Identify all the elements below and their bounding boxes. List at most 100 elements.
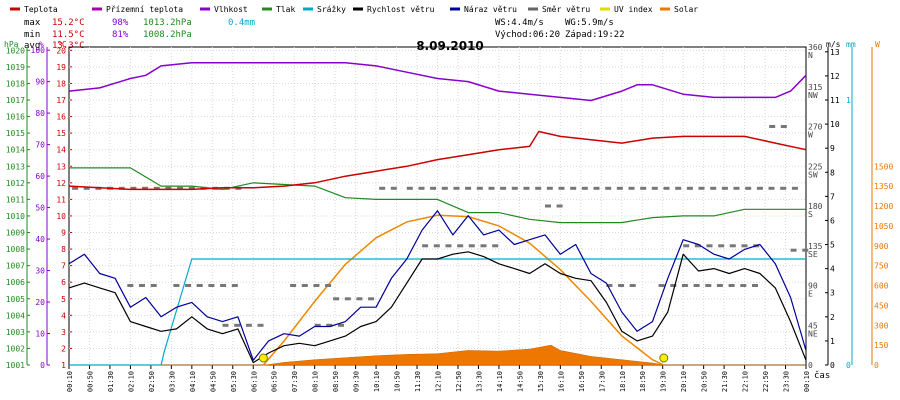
plot-area [68,61,809,366]
time-tick-label: 18:50 [639,371,647,392]
time-tick-label: 07:30 [291,371,299,392]
time-tick-label: 19:30 [660,371,668,392]
stats-rain: 0.4mm [228,18,255,28]
humidity-axis-label: 20 [35,298,45,307]
wind-direction-mark [500,186,507,190]
pressure-axis-label: 1005 [6,295,25,304]
time-tick-label: 23:30 [783,371,791,392]
wind-direction-mark [185,284,192,287]
pressure-axis-label: 1013 [6,162,25,171]
pressure-axis-label: 1014 [6,146,25,155]
humidity-axis-label: 40 [35,235,45,244]
wind-direction-mark [769,125,776,128]
wind-direction-mark [606,284,613,287]
wind-direction-mark [488,186,495,190]
wind-axis-label: 13 [830,48,840,57]
legend-label: Přízemní teplota [106,5,183,14]
wind-direction-mark [556,204,563,208]
rain-unit: mm [846,40,856,49]
series-solar [69,344,806,366]
wind-direction-mark [196,284,203,287]
wind-direction-mark [406,186,413,190]
wind-direction-mark [468,244,475,248]
legend-label: UV index [614,5,653,14]
time-tick-label: 10:10 [373,371,381,392]
solar-axis-label: 1050 [874,222,893,231]
temperature-axis-label: 18 [56,79,66,88]
stats-min-press: 1008.2hPa [143,30,192,40]
solar-axis-label: 1200 [874,202,893,211]
time-tick-label: 15:30 [537,371,545,392]
direction-axis-label: 90 [808,282,818,291]
wind-direction-mark [740,284,747,287]
wind-direction-mark [430,186,437,190]
temperature-axis-label: 5 [61,295,66,304]
wind-axis-label: 8 [830,168,835,177]
wind-direction-mark [257,323,264,327]
pressure-axis-label: 1008 [6,245,25,254]
series-temperature [68,130,807,191]
wind-direction-mark [628,186,635,190]
wind-direction-mark [733,186,740,190]
legend-label: Náraz větru [464,5,517,14]
wind-direction-mark [802,248,809,252]
time-tick-label: 13:30 [475,371,483,392]
temperature-axis-label: 10 [56,212,66,221]
time-tick-label: 00:10 [66,371,74,392]
wind-unit: m/s [826,40,841,49]
wind-direction-mark [177,186,184,190]
pressure-axis-label: 1020 [6,46,25,55]
temperature-axis-label: 12 [56,179,66,188]
temperature-axis-label: 17 [56,96,66,105]
time-tick-label: 17:30 [598,371,606,392]
wind-direction-mark [465,186,472,190]
wind-direction-mark [344,297,351,301]
humidity-unit: % [39,40,44,49]
wind-axis-label: 3 [830,289,835,298]
time-tick-label: 12:10 [435,371,443,392]
wind-direction-mark [326,323,333,327]
wind-direction-mark [153,186,160,190]
direction-axis-label: 315 [808,83,823,92]
series-humidity [68,61,807,102]
wind-direction-mark [791,186,798,190]
wind-direction-mark [231,284,238,287]
solar-axis-label: 1500 [874,162,893,171]
wind-direction-mark [139,284,145,287]
solar-axis-label: 150 [874,341,889,350]
wind-direction-mark [658,284,665,287]
temperature-axis-label: 7 [61,262,66,271]
temperature-axis-label: 15 [56,129,66,138]
time-tick-label: 18:10 [619,371,627,392]
stats-sunrise: Východ:06:20 [495,30,560,40]
direction-axis-compass: NE [808,329,818,338]
time-tick-label: 01:30 [107,371,115,392]
wind-direction-mark [453,186,460,190]
wind-direction-mark [208,284,215,287]
pressure-axis-label: 1015 [6,129,25,138]
wind-direction-mark [222,323,229,327]
time-tick-label: 09:30 [353,371,361,392]
pressure-axis-label: 1003 [6,328,25,337]
direction-axis-compass: E [808,290,813,299]
wind-axis-label: 10 [830,120,840,129]
stats-max-temp: 15.2°C [52,18,85,28]
time-tick-label: 14:10 [496,371,504,392]
wind-direction-mark [390,186,397,190]
wind-direction-mark [422,244,429,248]
pressure-axis-label: 1017 [6,96,25,105]
pressure-axis-label: 1007 [6,262,25,271]
wind-axis-label: 6 [830,216,835,225]
humidity-axis-label: 60 [35,172,45,181]
wind-axis-label: 9 [830,144,835,153]
wind-direction-mark [581,186,588,190]
legend-label: Teplota [24,5,58,14]
pressure-axis-label: 1002 [6,344,25,353]
wind-direction-mark [651,186,658,190]
temperature-axis-label: 1 [61,361,66,370]
wind-direction-mark [379,186,386,190]
wind-direction-mark [290,284,297,287]
wind-direction-mark [301,284,308,287]
wind-direction-mark [558,186,565,190]
